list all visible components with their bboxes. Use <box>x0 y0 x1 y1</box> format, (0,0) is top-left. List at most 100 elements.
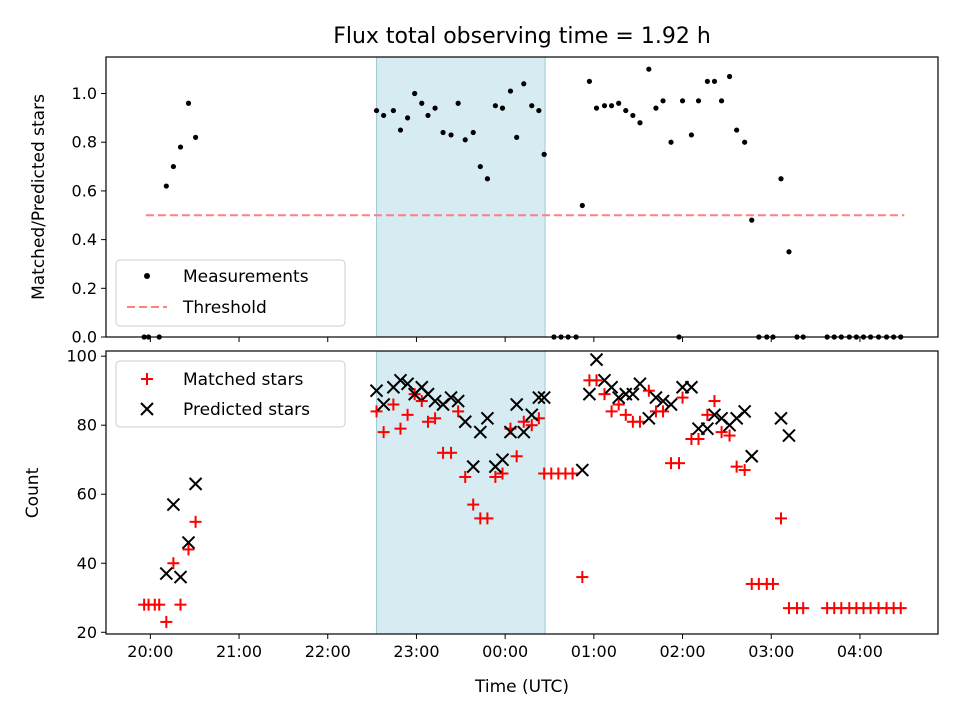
x-tick-label: 04:00 <box>837 642 883 661</box>
x-tick-label: 22:00 <box>305 642 351 661</box>
matched-star-point <box>160 615 173 628</box>
x-tick-label: 03:00 <box>748 642 794 661</box>
matched-star-point <box>619 408 632 421</box>
predicted-star-point <box>458 415 472 429</box>
legend-matched-label: Matched stars <box>183 370 303 390</box>
matched-star-point <box>377 426 390 439</box>
matched-star-point <box>676 391 689 404</box>
bottom-legend: Matched stars Predicted stars <box>115 360 346 428</box>
predicted-star-point <box>188 477 203 491</box>
top-y-axis-label: Matched/Predicted stars <box>29 94 49 300</box>
measurement-point <box>185 100 192 106</box>
predicted-star-point <box>509 397 524 412</box>
measurement-point <box>381 112 387 119</box>
x-tick-label: 21:00 <box>216 642 262 661</box>
bottom-axes-frame <box>105 350 939 635</box>
matched-star-point <box>445 446 458 459</box>
y-tick-label: 80 <box>77 416 97 435</box>
predicted-star-point <box>611 390 626 405</box>
y-tick-label: 40 <box>77 554 97 573</box>
matched-star-point <box>612 398 625 411</box>
matched-star-point <box>182 543 195 556</box>
matched-star-point <box>767 577 780 590</box>
matched-star-point <box>576 571 589 584</box>
measurement-point <box>586 78 593 84</box>
measurement-point <box>455 100 461 106</box>
top-axes-frame <box>105 56 939 338</box>
matched-star-point <box>598 388 611 401</box>
matched-star-point <box>174 598 187 611</box>
measurement-point <box>623 107 629 114</box>
measurement-point <box>679 98 686 104</box>
measurement-point <box>397 127 404 133</box>
matched-star-point <box>167 557 180 570</box>
predicted-star-point <box>466 459 480 474</box>
matched-star-point <box>730 460 743 473</box>
measurement-point <box>170 163 177 170</box>
matched-star-point <box>566 467 579 480</box>
matched-star-point <box>429 412 442 425</box>
legend-measurements-label: Measurements <box>183 267 309 287</box>
measurement-point <box>462 137 468 143</box>
measurement-point <box>499 105 506 111</box>
measurement-point <box>541 151 547 157</box>
x-axis-label: Time (UTC) <box>474 677 569 697</box>
predicted-star-point <box>582 387 597 401</box>
measurement-point <box>646 66 652 72</box>
measurement-point <box>373 107 380 114</box>
measurement-point <box>593 105 600 111</box>
predicted-star-point <box>649 390 663 405</box>
measurement-point <box>521 81 527 87</box>
measurement-point <box>637 120 643 126</box>
predicted-star-point <box>633 377 647 391</box>
y-tick-label: 0.0 <box>72 328 97 347</box>
legend-measurements-marker <box>144 273 150 279</box>
predicted-star-point <box>480 411 495 426</box>
predicted-star-point <box>181 535 196 550</box>
measurement-point <box>432 105 438 111</box>
measurement-point <box>601 103 608 109</box>
measurement-point <box>492 103 498 109</box>
x-tick-label: 02:00 <box>659 642 705 661</box>
matched-star-point <box>657 405 670 418</box>
predicted-star-point <box>166 497 181 512</box>
measurement-point <box>608 103 615 109</box>
predicted-star-point <box>532 390 546 405</box>
legend-threshold-label: Threshold <box>182 298 267 318</box>
matched-star-point <box>517 415 530 428</box>
measurement-point <box>660 98 666 104</box>
measurement-point <box>704 78 710 84</box>
legend-predicted-marker <box>140 402 154 416</box>
bottom-ticks: 20 40 60 80 100 20:00 21:00 22:00 23:00 00:00 01:0… <box>66 347 883 661</box>
predicted-star-point <box>428 394 442 408</box>
matched-star-point <box>642 384 655 397</box>
predicted-star-point <box>664 397 678 412</box>
matched-star-point <box>481 512 494 525</box>
measurement-point <box>786 249 792 255</box>
matched-star-point <box>510 450 523 463</box>
top-legend: Measurements Threshold <box>115 259 346 327</box>
x-tick-label: 20:00 <box>127 642 173 661</box>
matched-star-point <box>394 422 407 435</box>
predicted-star-point <box>369 383 384 398</box>
measurement-point <box>163 183 169 189</box>
x-tick-label: 23:00 <box>393 642 439 661</box>
predicted-star-point <box>495 453 510 467</box>
matched-star-point <box>715 426 728 439</box>
y-tick-label: 0.6 <box>72 181 97 200</box>
measurement-point <box>726 73 733 80</box>
predicted-star-point <box>473 425 488 439</box>
predicted-star-point <box>400 377 415 391</box>
top-axes: 0.0 0.2 0.4 0.6 0.8 1.0 Matched/Predicted sta… <box>29 56 939 347</box>
measurement-point <box>448 132 454 138</box>
predicted-star-point <box>737 404 752 419</box>
predicted-star-point <box>745 449 759 463</box>
measurement-point <box>477 163 483 170</box>
top-shaded-span <box>376 56 546 338</box>
predicted-star-point <box>159 566 174 581</box>
legend-predicted-label: Predicted stars <box>183 400 310 420</box>
matched-star-point <box>370 405 383 418</box>
measurement-point <box>440 129 446 136</box>
matched-star-point <box>605 405 618 418</box>
